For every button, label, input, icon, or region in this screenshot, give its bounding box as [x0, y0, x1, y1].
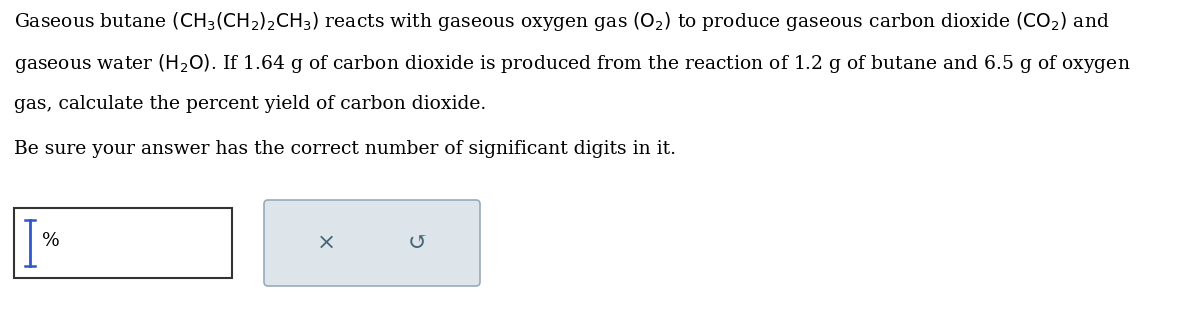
Text: Gaseous butane $\left(\mathrm{CH_3(CH_2)_2CH_3}\right)$ reacts with gaseous oxyg: Gaseous butane $\left(\mathrm{CH_3(CH_2)… — [14, 10, 1110, 33]
Text: gaseous water $\left(\mathrm{H_2O}\right)$. If 1.64 g of carbon dioxide is produ: gaseous water $\left(\mathrm{H_2O}\right… — [14, 52, 1130, 75]
Bar — [14, 208, 232, 278]
Text: ↺: ↺ — [408, 231, 428, 255]
Text: %: % — [42, 232, 60, 250]
FancyBboxPatch shape — [264, 200, 480, 286]
Text: gas, calculate the percent yield of carbon dioxide.: gas, calculate the percent yield of carb… — [14, 95, 486, 113]
Text: Be sure your answer has the correct number of significant digits in it.: Be sure your answer has the correct numb… — [14, 140, 676, 158]
Text: ×: × — [317, 232, 336, 254]
